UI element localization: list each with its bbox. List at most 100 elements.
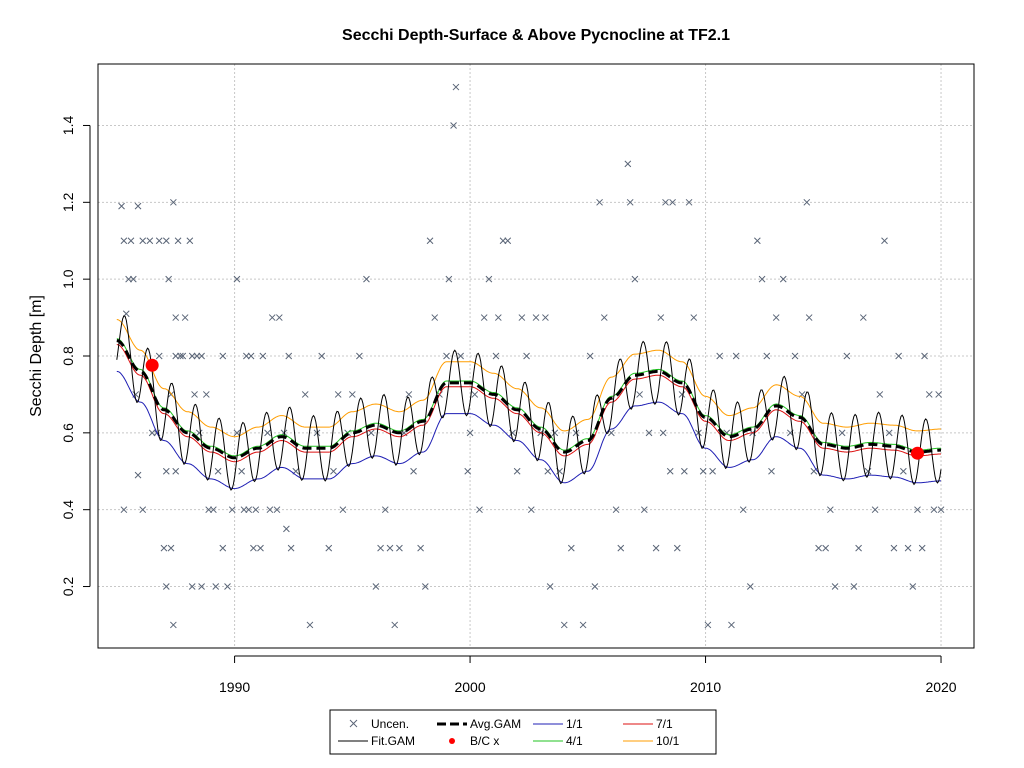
data-point-uncen <box>662 198 669 206</box>
legend-label: Avg.GAM <box>470 717 521 731</box>
data-point-uncen <box>822 544 829 552</box>
data-point-uncen <box>612 506 620 514</box>
data-point-uncen <box>243 352 250 360</box>
data-point-uncen <box>681 467 688 475</box>
data-point-uncen <box>198 583 205 590</box>
data-point-uncen <box>669 198 676 206</box>
data-point-uncen <box>815 544 822 552</box>
data-point-uncen <box>636 391 643 398</box>
data-point-uncen <box>855 544 862 552</box>
data-point-uncen <box>174 237 182 245</box>
data-point-uncen <box>904 544 912 552</box>
data-point-uncen <box>652 544 660 552</box>
bc-point <box>910 446 924 460</box>
data-point-uncen <box>134 202 142 210</box>
chart-title: Secchi Depth-Surface & Above Pycnocline … <box>342 27 730 44</box>
legend-label: 1/1 <box>566 717 583 731</box>
data-point-uncen <box>162 583 170 590</box>
legend-swatch <box>349 719 358 728</box>
data-point-uncen <box>918 544 926 552</box>
data-point-uncen <box>325 544 333 552</box>
data-point-uncen <box>186 237 194 245</box>
data-point-uncen <box>170 621 177 629</box>
y-tick-label: 0.4 <box>60 500 76 520</box>
data-point-uncen <box>283 525 290 533</box>
y-axis: 0.2 0.4 0.6 0.8 1.0 1.2 1.4 <box>60 116 91 596</box>
data-point-uncen <box>148 429 156 437</box>
data-point-uncen <box>925 391 933 398</box>
data-point-uncen <box>485 275 493 283</box>
data-point-uncen <box>224 583 231 590</box>
data-point-uncen <box>214 467 222 475</box>
data-point-uncen <box>640 506 648 514</box>
data-point-uncen <box>579 621 587 629</box>
data-point-uncen <box>544 467 552 475</box>
data-point-uncen <box>195 429 203 437</box>
data-point-uncen <box>188 352 196 360</box>
legend: Uncen. Fit.GAM Avg.GAM B/C x 1/1 4/1 7/1 10/1 <box>329 709 717 755</box>
data-point-uncen <box>287 544 295 552</box>
data-point-uncen <box>181 314 189 321</box>
data-point-uncen <box>935 391 943 398</box>
data-point-uncen <box>704 621 712 629</box>
data-point-uncen <box>791 352 799 360</box>
series-avg-gam <box>116 339 941 460</box>
data-point-uncen <box>450 122 457 129</box>
data-point-uncen <box>673 544 681 552</box>
data-point-uncen <box>445 275 453 283</box>
data-point-uncen <box>120 237 128 245</box>
data-point-uncen <box>238 467 245 475</box>
data-point-uncen <box>914 506 921 514</box>
data-point-uncen <box>930 506 938 514</box>
data-point-uncen <box>193 352 201 360</box>
data-point-uncen <box>245 506 253 514</box>
legend-label: 4/1 <box>566 734 583 748</box>
data-point-uncen <box>219 544 227 552</box>
data-point-uncen <box>523 352 530 360</box>
data-point-uncen <box>937 506 945 514</box>
y-tick-label: 0.8 <box>60 346 76 366</box>
data-point-uncen <box>499 237 507 245</box>
data-point-uncen <box>160 544 168 552</box>
data-point-uncen <box>758 275 766 283</box>
data-point-uncen <box>172 314 180 321</box>
data-point-uncen <box>779 275 787 283</box>
data-point-uncen <box>871 506 879 514</box>
data-point-uncen <box>348 391 356 398</box>
data-point-uncen <box>233 275 241 283</box>
legend-label: 7/1 <box>656 717 673 731</box>
data-point-uncen <box>210 506 217 514</box>
data-point-uncen <box>177 352 184 360</box>
data-point-uncen <box>247 352 255 360</box>
plot-frame <box>97 63 975 649</box>
data-point-uncen <box>275 314 283 321</box>
data-point-uncen <box>457 352 464 360</box>
data-point-uncen <box>591 583 599 590</box>
data-point-uncen <box>763 352 771 360</box>
data-point-uncen <box>405 391 413 398</box>
data-point-uncen <box>492 352 500 360</box>
data-point-uncen <box>381 506 389 514</box>
data-point-uncen <box>170 198 177 206</box>
data-point-uncen <box>657 314 665 321</box>
data-point-uncen <box>252 506 260 514</box>
y-tick-label: 1.0 <box>60 269 76 289</box>
data-point-uncen <box>572 429 580 437</box>
data-point-uncen <box>306 621 314 629</box>
data-point-uncen <box>162 467 170 475</box>
data-point-uncen <box>624 160 632 168</box>
data-point-uncen <box>513 467 521 475</box>
data-point-uncen <box>301 391 309 398</box>
data-point-uncen <box>431 314 439 321</box>
data-point-uncen <box>685 198 693 206</box>
data-point-uncen <box>626 198 634 206</box>
series-1-1 <box>116 370 941 490</box>
data-point-uncen <box>518 314 526 321</box>
data-point-uncen <box>167 544 175 552</box>
data-point-uncen <box>268 314 276 321</box>
data-point-uncen <box>250 544 257 552</box>
data-point-uncen <box>586 352 594 360</box>
data-point-uncen <box>546 583 554 590</box>
data-point-uncen <box>191 391 198 398</box>
